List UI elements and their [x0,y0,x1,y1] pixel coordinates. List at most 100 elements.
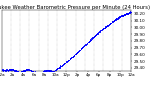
Point [32,71,34,73]
Point [113,19,116,20]
Point [11,68,13,70]
Point [109,22,112,24]
Point [117,17,119,19]
Point [22,70,24,72]
Point [90,39,92,40]
Point [110,22,112,23]
Point [72,55,75,56]
Point [128,11,131,13]
Point [32,71,35,72]
Point [57,67,60,68]
Point [30,70,33,72]
Point [95,33,98,35]
Point [72,56,74,57]
Point [56,67,59,68]
Point [68,59,71,60]
Point [91,38,93,39]
Point [61,63,64,65]
Point [128,12,131,13]
Point [121,15,123,16]
Point [56,67,58,69]
Point [95,34,98,35]
Point [59,64,62,66]
Point [82,47,84,48]
Point [128,12,131,13]
Point [18,71,21,73]
Point [108,24,110,25]
Point [119,15,122,17]
Point [108,23,111,24]
Point [65,61,68,62]
Point [39,72,41,74]
Point [41,71,44,72]
Point [120,15,122,17]
Point [9,69,11,70]
Point [84,45,86,46]
Point [25,69,27,70]
Point [68,58,71,60]
Point [49,71,52,72]
Point [129,11,132,13]
Point [26,68,28,70]
Point [9,69,12,70]
Point [20,70,23,72]
Point [55,69,57,70]
Point [42,71,44,72]
Point [86,42,88,44]
Point [127,12,130,13]
Point [19,72,21,73]
Point [96,33,99,35]
Point [76,51,79,53]
Point [10,69,13,71]
Point [25,69,28,71]
Point [33,71,36,72]
Point [111,21,113,22]
Point [17,71,20,73]
Point [35,72,37,74]
Point [87,41,90,43]
Point [117,17,120,18]
Point [93,36,95,37]
Point [11,68,14,70]
Point [52,71,55,72]
Point [93,36,95,37]
Point [33,71,36,73]
Point [11,68,14,70]
Point [34,71,36,72]
Point [76,51,78,53]
Point [30,70,32,71]
Point [68,59,71,60]
Point [100,29,102,31]
Point [3,69,6,71]
Point [128,12,130,14]
Point [15,70,18,72]
Point [103,27,105,28]
Point [60,65,63,66]
Point [33,71,36,73]
Point [121,15,124,17]
Point [69,58,71,60]
Point [72,55,75,57]
Point [127,13,129,14]
Point [85,42,88,44]
Point [23,70,26,72]
Point [59,65,61,66]
Point [30,70,32,71]
Point [27,69,29,70]
Point [91,37,94,38]
Point [5,70,8,71]
Point [53,70,56,72]
Point [28,69,30,71]
Point [77,51,80,52]
Point [59,66,61,67]
Point [1,70,4,71]
Point [73,54,76,56]
Point [127,12,129,13]
Point [106,25,108,26]
Point [42,70,45,72]
Point [98,32,100,33]
Point [120,14,123,16]
Point [60,66,63,67]
Point [85,43,88,45]
Point [19,71,21,72]
